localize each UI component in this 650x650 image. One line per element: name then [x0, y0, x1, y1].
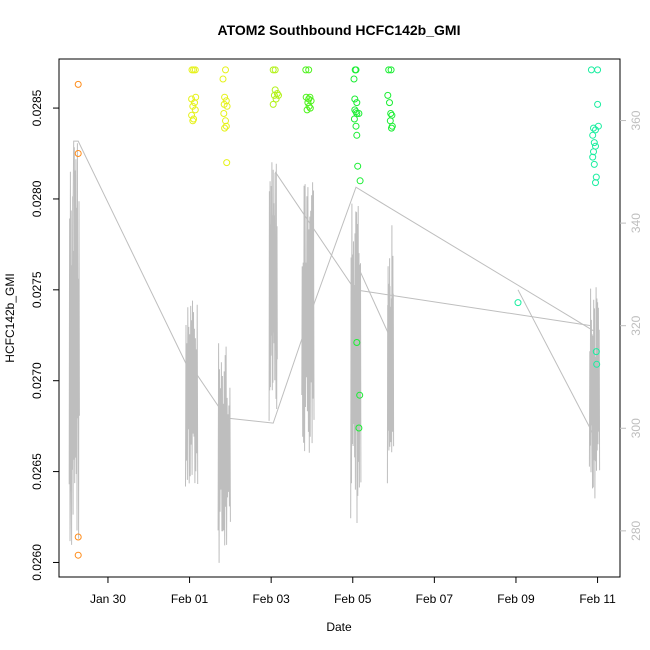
- chart-title: ATOM2 Southbound HCFC142b_GMI: [218, 22, 461, 38]
- x-tick-label-6: Feb 11: [579, 592, 616, 606]
- data-point-2-9: [222, 122, 230, 130]
- line-segment-0: [69, 140, 594, 542]
- data-point-6-8: [388, 122, 396, 130]
- data-point-3-4: [270, 91, 278, 99]
- data-point-5-9: [355, 110, 363, 117]
- y-axis: 0.0260 0.0265 0.0270 0.0275 0.0280 0.0285: [30, 89, 60, 581]
- y-tick-label-2: 0.0270: [30, 362, 44, 399]
- data-point-7-14: [592, 179, 599, 187]
- data-point-7-6: [594, 122, 602, 130]
- line-spikes-4: [301, 182, 315, 453]
- y2-axis: 280 300 320 340 360: [620, 110, 643, 541]
- data-point-7-0: [514, 299, 522, 307]
- data-point-5-0: [350, 75, 358, 83]
- data-point-5-16: [355, 424, 363, 432]
- data-point-3-1: [271, 66, 279, 74]
- data-point-6-0: [385, 66, 393, 74]
- data-point-6-4: [387, 110, 395, 117]
- y2-tick-label-4: 360: [629, 110, 643, 130]
- y2-tick-label-3: 340: [629, 213, 643, 233]
- line-segment-1: [274, 171, 592, 327]
- data-point-5-14: [353, 339, 361, 346]
- data-point-3-5: [272, 95, 280, 103]
- data-point-2-1: [219, 75, 227, 83]
- data-point-2-8: [221, 124, 229, 132]
- y-tick-label-3: 0.0275: [30, 271, 44, 308]
- data-point-1-2: [190, 115, 198, 123]
- data-point-7-2: [594, 66, 602, 74]
- x-tick-label-2: Feb 03: [252, 592, 290, 606]
- data-point-2-10: [223, 159, 231, 167]
- x-axis-label: Date: [326, 620, 352, 634]
- data-point-5-12: [354, 162, 362, 170]
- data-point-2-6: [220, 110, 228, 117]
- data-point-4-9: [305, 95, 313, 103]
- data-point-2-5: [223, 102, 231, 110]
- data-point-4-1: [305, 66, 313, 74]
- data-point-1-10: [191, 106, 199, 114]
- y-tick-label-1: 0.0265: [30, 453, 44, 490]
- data-point-5-2: [351, 66, 359, 74]
- line-spikes-7: [588, 287, 601, 499]
- data-point-2-7: [222, 117, 229, 125]
- line-spikes-3: [268, 162, 278, 421]
- data-point-0-0: [74, 80, 82, 88]
- data-point-3-7: [275, 91, 282, 99]
- data-point-6-1: [387, 66, 395, 74]
- y2-tick-label-0: 280: [629, 521, 643, 541]
- line-spikes-5: [350, 203, 362, 524]
- data-point-7-16: [593, 360, 601, 368]
- line-segment-3: [517, 289, 596, 439]
- line-spikes-1: [185, 300, 199, 487]
- data-point-5-8: [353, 110, 361, 117]
- data-point-7-7: [589, 131, 597, 139]
- data-point-7-8: [590, 139, 598, 147]
- x-axis: Jan 30 Feb 01 Feb 03 Feb 05 Feb 07 Feb 09 Feb …: [90, 576, 616, 606]
- y-tick-label-4: 0.0280: [30, 180, 44, 217]
- data-point-5-15: [356, 391, 364, 399]
- x-tick-label-0: Jan 30: [90, 592, 126, 606]
- data-point-4-6: [305, 102, 313, 110]
- line-spikes-6: [386, 225, 395, 484]
- data-point-5-13: [356, 177, 364, 185]
- y2-tick-label-1: 300: [629, 418, 643, 438]
- data-point-2-0: [222, 66, 229, 74]
- data-point-5-11: [353, 131, 361, 139]
- data-point-3-6: [269, 100, 277, 108]
- data-point-1-9: [191, 66, 199, 74]
- data-point-1-5: [192, 93, 200, 101]
- line-spikes-2: [217, 343, 231, 563]
- data-point-3-0: [269, 66, 277, 74]
- data-point-6-2: [384, 91, 392, 99]
- data-point-5-3: [351, 95, 359, 103]
- data-point-0-1: [74, 150, 82, 157]
- data-point-5-4: [353, 99, 361, 107]
- data-point-7-1: [587, 66, 595, 74]
- data-point-4-8: [306, 104, 314, 112]
- x-tick-label-5: Feb 09: [497, 592, 535, 606]
- data-point-7-11: [589, 153, 597, 161]
- data-point-2-2: [221, 93, 229, 101]
- data-point-5-5: [351, 106, 359, 114]
- x-tick-label-1: Feb 01: [171, 592, 209, 606]
- y2-tick-label-2: 320: [629, 315, 643, 335]
- data-point-5-10: [352, 122, 360, 130]
- data-point-7-10: [590, 148, 597, 156]
- y-tick-label-5: 0.0285: [30, 89, 44, 126]
- data-point-6-3: [386, 99, 393, 107]
- data-point-7-3: [594, 100, 602, 108]
- line-segment-2: [356, 263, 390, 337]
- data-point-4-0: [302, 66, 310, 74]
- x-tick-label-4: Feb 07: [416, 592, 454, 606]
- data-point-7-12: [590, 160, 598, 168]
- x-tick-label-3: Feb 05: [334, 592, 372, 606]
- y-tick-label-0: 0.0260: [30, 544, 44, 581]
- y-axis-label: HCFC142b_GMI: [3, 273, 17, 362]
- data-point-7-15: [592, 348, 600, 356]
- data-point-0-2: [74, 533, 82, 541]
- plot-area: [68, 66, 602, 563]
- data-point-0-3: [74, 551, 82, 559]
- plot-frame: [58, 58, 621, 578]
